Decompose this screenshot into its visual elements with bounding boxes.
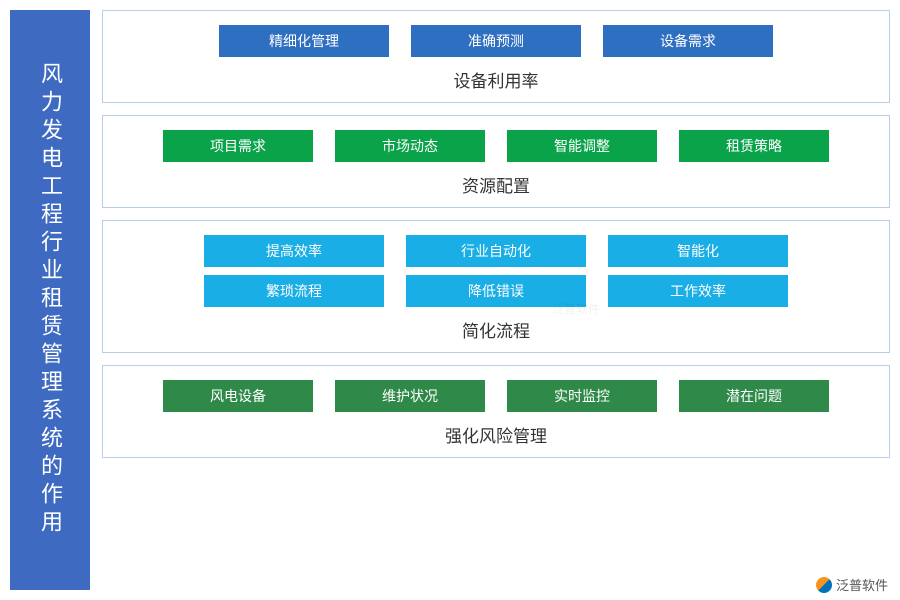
tag-item: 设备需求 xyxy=(603,25,773,57)
section-title: 资源配置 xyxy=(462,172,530,197)
tag-item: 提高效率 xyxy=(204,235,384,267)
tag-item: 项目需求 xyxy=(163,130,313,162)
tag-item: 繁琐流程 xyxy=(204,275,384,307)
tag-item: 精细化管理 xyxy=(219,25,389,57)
section-panel: 项目需求市场动态智能调整租赁策略资源配置 xyxy=(102,115,890,208)
brand-name: 泛普软件 xyxy=(836,575,888,594)
tag-item: 风电设备 xyxy=(163,380,313,412)
tag-item: 潜在问题 xyxy=(679,380,829,412)
tag-item: 行业自动化 xyxy=(406,235,586,267)
tag-item: 降低错误 xyxy=(406,275,586,307)
tag-item: 租赁策略 xyxy=(679,130,829,162)
tag-row: 繁琐流程降低错误工作效率 xyxy=(121,275,871,307)
sidebar-title: 风力发电工程行业租赁管理系统的作用 xyxy=(34,62,66,538)
section-title: 强化风险管理 xyxy=(445,422,547,447)
section-title: 设备利用率 xyxy=(454,67,539,92)
tag-item: 实时监控 xyxy=(507,380,657,412)
tag-item: 智能调整 xyxy=(507,130,657,162)
brand-watermark: 泛普软件 xyxy=(816,575,888,594)
tag-item: 工作效率 xyxy=(608,275,788,307)
tag-item: 智能化 xyxy=(608,235,788,267)
tag-item: 维护状况 xyxy=(335,380,485,412)
section-panel: 风电设备维护状况实时监控潜在问题强化风险管理 xyxy=(102,365,890,458)
tag-item: 市场动态 xyxy=(335,130,485,162)
section-panel: 精细化管理准确预测设备需求设备利用率 xyxy=(102,10,890,103)
tag-item: 准确预测 xyxy=(411,25,581,57)
sections-column: 精细化管理准确预测设备需求设备利用率项目需求市场动态智能调整租赁策略资源配置提高… xyxy=(102,10,890,590)
diagram-container: 风力发电工程行业租赁管理系统的作用 精细化管理准确预测设备需求设备利用率项目需求… xyxy=(0,0,900,600)
tag-row: 提高效率行业自动化智能化 xyxy=(121,235,871,267)
section-panel: 提高效率行业自动化智能化繁琐流程降低错误工作效率简化流程 xyxy=(102,220,890,353)
tag-row: 精细化管理准确预测设备需求 xyxy=(121,25,871,57)
sidebar-title-bar: 风力发电工程行业租赁管理系统的作用 xyxy=(10,10,90,590)
tag-row: 项目需求市场动态智能调整租赁策略 xyxy=(121,130,871,162)
brand-logo-icon xyxy=(816,577,832,593)
tag-row: 风电设备维护状况实时监控潜在问题 xyxy=(121,380,871,412)
section-title: 简化流程 xyxy=(462,317,530,342)
